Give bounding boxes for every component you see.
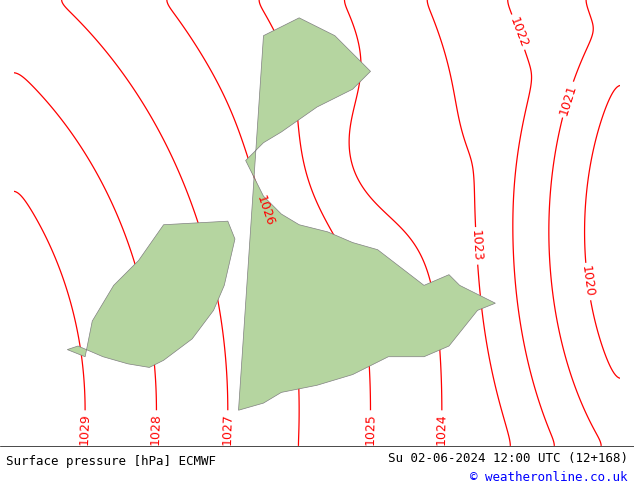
Text: Su 02-06-2024 12:00 UTC (12+168): Su 02-06-2024 12:00 UTC (12+168): [387, 452, 628, 465]
Polygon shape: [238, 18, 495, 410]
Text: 1024: 1024: [435, 413, 448, 445]
Text: 1020: 1020: [579, 265, 597, 298]
Text: Surface pressure [hPa] ECMWF: Surface pressure [hPa] ECMWF: [6, 455, 216, 468]
Text: 1025: 1025: [363, 413, 377, 445]
Text: 1026: 1026: [254, 194, 276, 228]
Text: 1023: 1023: [469, 230, 484, 262]
Text: © weatheronline.co.uk: © weatheronline.co.uk: [470, 471, 628, 484]
Text: 1021: 1021: [557, 82, 578, 117]
Polygon shape: [67, 221, 235, 368]
Text: 1022: 1022: [507, 15, 530, 49]
Text: 1029: 1029: [77, 413, 92, 445]
Text: 1028: 1028: [149, 413, 163, 445]
Text: 1027: 1027: [221, 413, 235, 445]
